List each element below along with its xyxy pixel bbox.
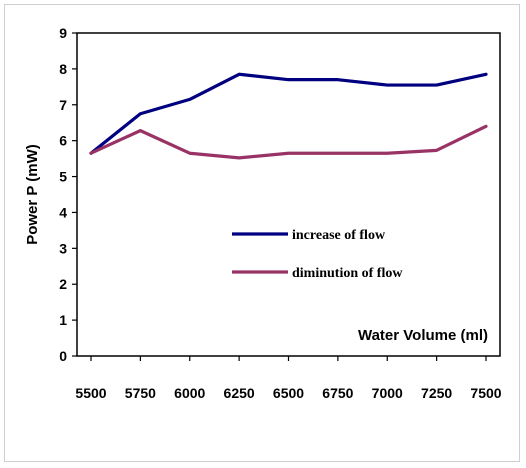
series-line-diminution-of-flow — [89, 124, 488, 160]
x-tick-label: 6500 — [273, 385, 304, 401]
y-tick-label: 7 — [59, 97, 67, 113]
x-tick-label: 5500 — [75, 385, 106, 401]
plot-area-border — [76, 32, 501, 357]
y-tick-label: 9 — [59, 25, 67, 41]
series-lines — [89, 72, 488, 160]
y-tick-label: 6 — [59, 133, 67, 149]
x-axis-title: Water Volume (ml) — [358, 327, 488, 344]
y-tick-label: 8 — [59, 61, 67, 77]
y-tick-label: 3 — [59, 240, 67, 256]
legend-label-diminution-of-flow: diminution of flow — [292, 266, 403, 281]
y-axis-title: Power P (mW) — [24, 144, 41, 245]
legend-label-increase-of-flow: increase of flow — [292, 228, 386, 243]
x-tick-label: 7500 — [470, 385, 501, 401]
y-tick-label: 5 — [59, 169, 67, 185]
x-tick-label: 7000 — [372, 385, 403, 401]
y-tick-label: 0 — [59, 348, 67, 364]
x-tick-labels: 5500 5750 6000 6250 6500 6750 7000 7250 7500 — [75, 385, 501, 401]
y-tick-labels: 0 1 2 3 4 5 6 7 8 9 — [59, 25, 67, 364]
x-tick-label: 6750 — [322, 385, 353, 401]
y-tick-label: 2 — [59, 276, 67, 292]
legend: increase of flow diminution of flow — [232, 228, 403, 281]
x-tick-label: 7250 — [421, 385, 452, 401]
y-tick-label: 4 — [59, 204, 67, 220]
chart-axes — [72, 32, 501, 361]
series-line-increase-of-flow — [89, 72, 488, 155]
x-tick-label: 6000 — [174, 385, 205, 401]
x-tick-label: 6250 — [224, 385, 255, 401]
x-tick-label: 5750 — [125, 385, 156, 401]
y-tick-label: 1 — [59, 312, 67, 328]
